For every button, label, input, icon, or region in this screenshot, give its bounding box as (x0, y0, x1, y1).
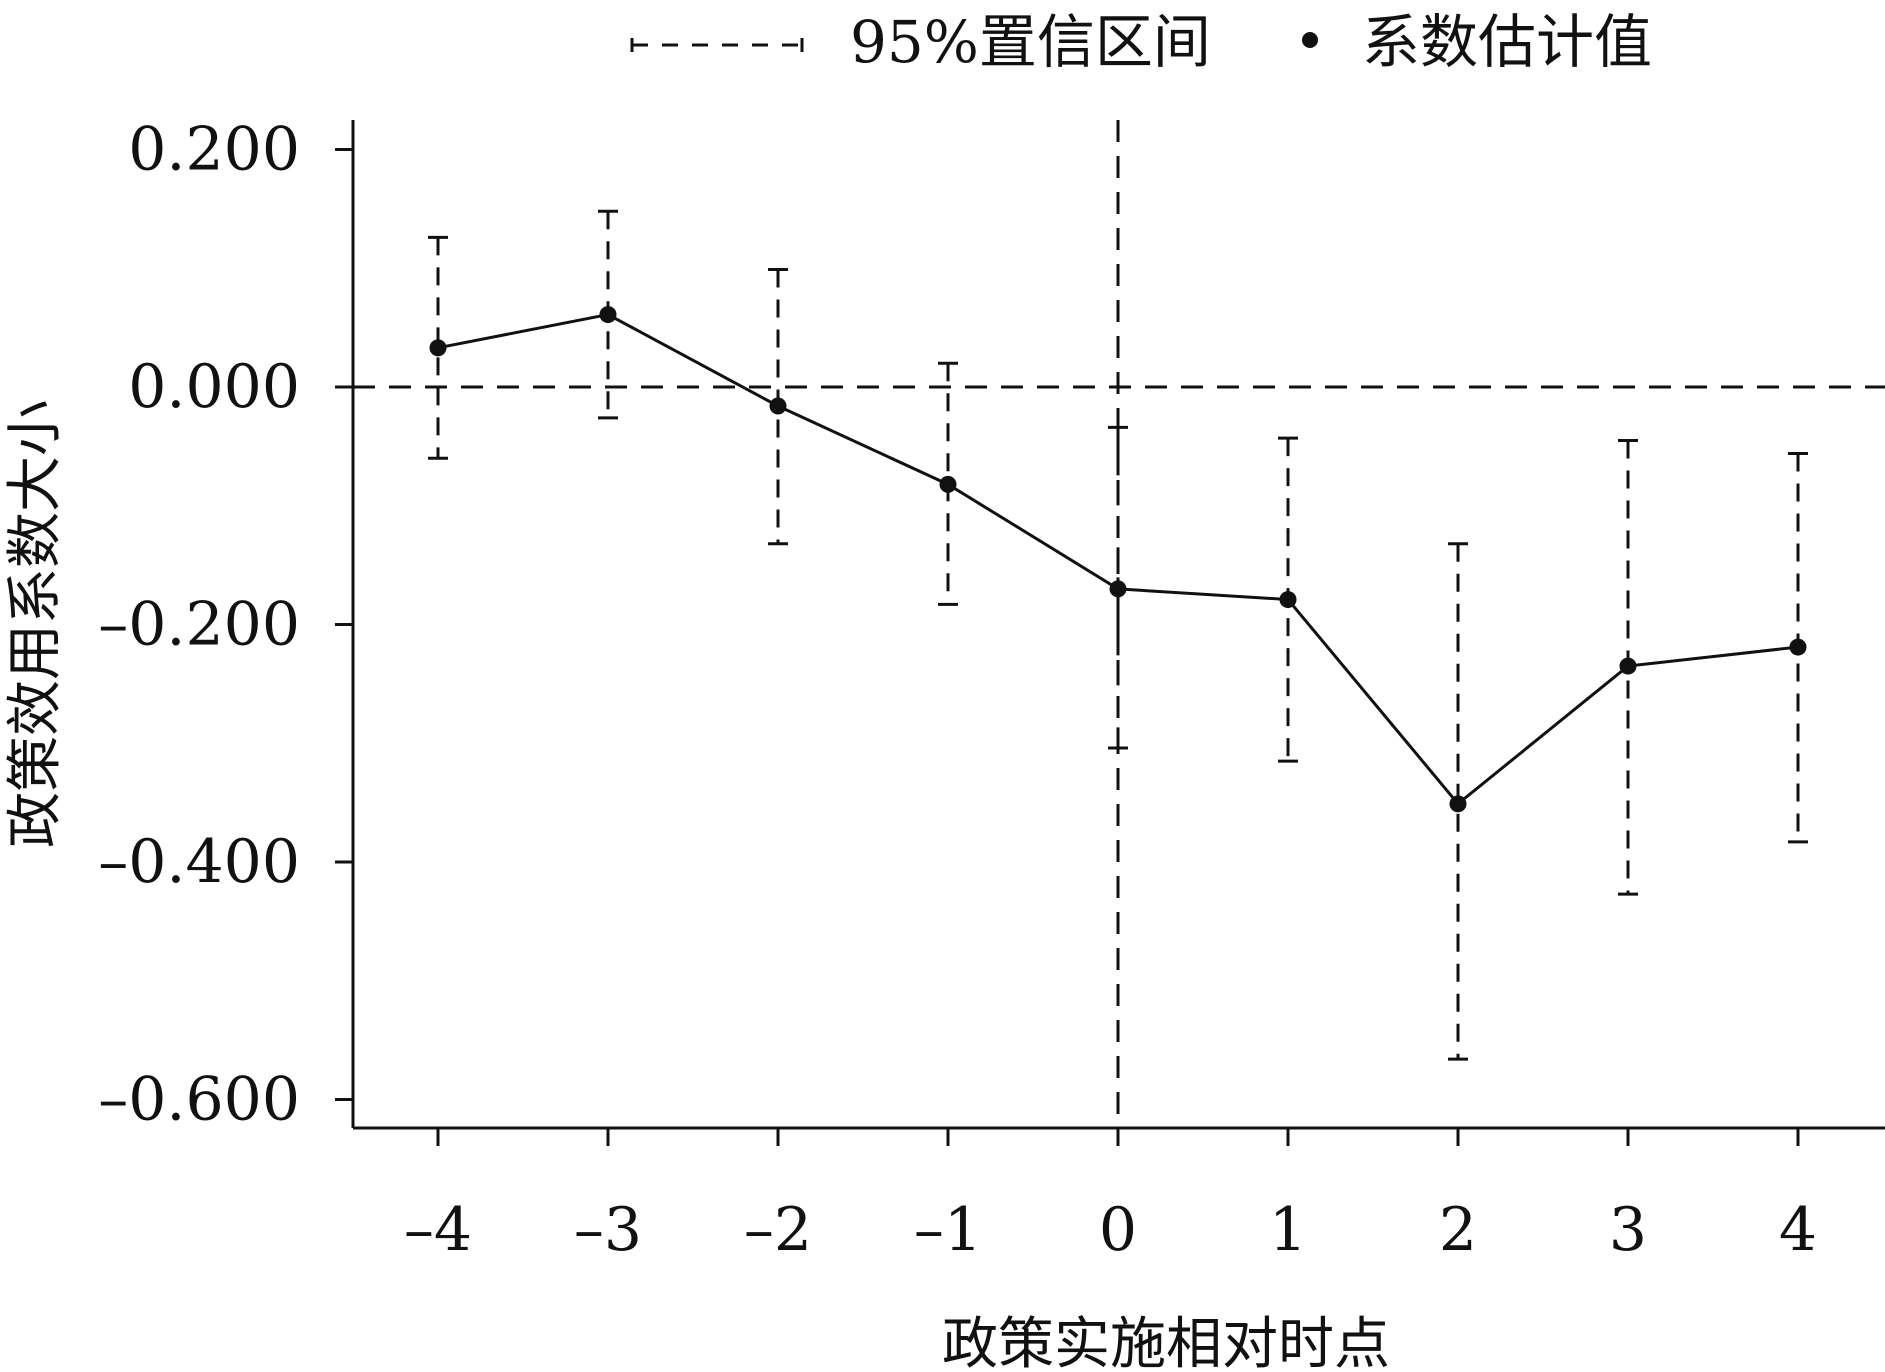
x-tick-label: 2 (1439, 1195, 1477, 1265)
x-axis-title: 政策实施相对时点 (942, 1312, 1390, 1372)
legend-dot-label: 系数估计值 (1362, 8, 1652, 76)
ci-bar (428, 235, 448, 460)
y-tick-label: 0.200 (128, 115, 300, 185)
points (429, 306, 1807, 813)
data-point (1449, 795, 1467, 813)
data-point (599, 306, 617, 324)
x-tick-label: –2 (744, 1195, 812, 1265)
legend-ci-label: 95%置信区间 (850, 8, 1211, 76)
data-point (1279, 591, 1297, 609)
y-tick-label: –0.400 (98, 827, 300, 897)
data-point (769, 397, 787, 415)
legend: 95%置信区间 系数估计值 (630, 8, 1652, 76)
data-point (1619, 657, 1637, 675)
y-tick-label: –0.600 (98, 1065, 300, 1135)
y-tick-label: 0.000 (128, 352, 300, 422)
legend-ci-symbol (630, 38, 804, 52)
legend-dot-symbol (1302, 32, 1318, 48)
data-point (429, 339, 447, 357)
y-axis-title: 政策效用系数大小 (3, 400, 68, 848)
x-tick-label: 4 (1779, 1195, 1817, 1265)
y-tick-label: –0.200 (98, 590, 300, 660)
x-tick-label: –1 (914, 1195, 982, 1265)
x-tick-label: 0 (1099, 1195, 1137, 1265)
x-tick-label: –4 (404, 1195, 472, 1265)
data-point (939, 475, 957, 493)
x-tick-label: 1 (1269, 1195, 1307, 1265)
data-point (1789, 638, 1807, 656)
x-tick-label: 3 (1609, 1195, 1647, 1265)
x-axis-ticks: –4 –3 –2 –1 0 1 2 3 4 (404, 1128, 1817, 1265)
y-axis-ticks: 0.200 0.000 –0.200 –0.400 –0.600 (98, 115, 353, 1135)
data-point (1109, 580, 1127, 598)
x-tick-label: –3 (574, 1195, 642, 1265)
